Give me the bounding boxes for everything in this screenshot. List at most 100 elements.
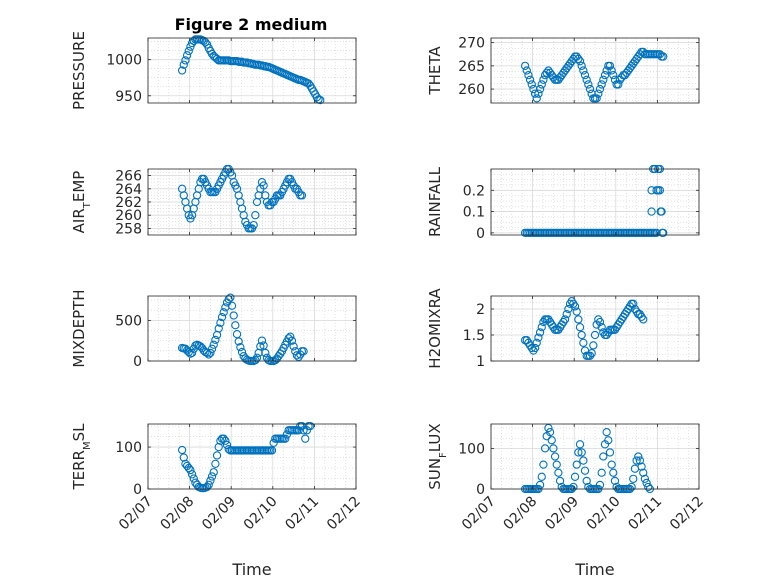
data-point bbox=[287, 336, 297, 345]
data-point bbox=[577, 61, 586, 71]
y-tick-label: 266 bbox=[115, 169, 142, 185]
data-point bbox=[251, 211, 260, 220]
data-point bbox=[560, 315, 570, 324]
data-point bbox=[259, 181, 268, 190]
data-point bbox=[292, 351, 302, 360]
data-point bbox=[555, 476, 565, 486]
data-point bbox=[177, 66, 187, 75]
data-point bbox=[637, 462, 646, 471]
data-point bbox=[297, 191, 307, 200]
data-point bbox=[289, 342, 298, 351]
y-axis-label: MIXDEPTH bbox=[70, 289, 88, 367]
data-point bbox=[544, 423, 553, 433]
data-point bbox=[187, 470, 197, 479]
y-tick-label: 1 bbox=[476, 354, 485, 370]
data-point bbox=[212, 451, 222, 460]
data-point bbox=[267, 446, 277, 455]
y-tick-label: 262 bbox=[115, 195, 142, 211]
data-point bbox=[539, 460, 548, 469]
data-point bbox=[587, 349, 596, 358]
data-point bbox=[204, 480, 213, 489]
data-point bbox=[534, 89, 543, 98]
y-tick-label: 0 bbox=[476, 226, 485, 242]
y-tick-label: 100 bbox=[115, 440, 142, 456]
data-point bbox=[540, 444, 550, 453]
data-point bbox=[627, 482, 636, 492]
data-point bbox=[639, 315, 648, 324]
data-point bbox=[257, 336, 267, 345]
data-point bbox=[609, 70, 618, 80]
data-point bbox=[182, 51, 192, 60]
y-axis-label: H2OMIXRA bbox=[426, 288, 444, 369]
data-point bbox=[580, 70, 590, 80]
data-point bbox=[590, 330, 600, 340]
data-point bbox=[189, 474, 198, 483]
y-tick-label: 1000 bbox=[106, 53, 142, 69]
y-label-main: MIXDEPTH bbox=[70, 289, 88, 367]
data-point bbox=[306, 421, 315, 431]
data-point bbox=[574, 448, 583, 457]
y-tick-label: 264 bbox=[115, 182, 142, 198]
y-label-main: AIR bbox=[70, 208, 88, 233]
data-point bbox=[607, 66, 616, 75]
data-point bbox=[639, 468, 648, 477]
y-label-tail: SL bbox=[70, 423, 88, 442]
data-point bbox=[520, 61, 530, 71]
data-point bbox=[599, 75, 608, 84]
data-point bbox=[530, 89, 540, 98]
axes-frame bbox=[490, 168, 700, 236]
y-tick-label: 0.2 bbox=[463, 183, 485, 199]
data-point bbox=[316, 95, 325, 105]
data-point bbox=[635, 456, 645, 465]
data-point bbox=[584, 80, 593, 89]
subplot-4: 0 0.1 0.2 RAINFALL bbox=[426, 164, 700, 242]
data-point bbox=[659, 52, 668, 61]
data-point bbox=[184, 46, 193, 56]
subplot-1: 950 1000 PRESSURE bbox=[70, 31, 357, 110]
x-tick-label: 02/07 bbox=[116, 494, 156, 534]
data-point bbox=[577, 448, 586, 457]
data-point bbox=[597, 468, 606, 477]
data-point bbox=[532, 338, 541, 347]
data-point bbox=[537, 80, 546, 89]
data-point bbox=[217, 312, 227, 322]
axes-frame bbox=[490, 423, 700, 490]
data-point bbox=[527, 80, 536, 89]
data-point bbox=[535, 84, 545, 94]
y-label-subscript: F bbox=[438, 452, 449, 458]
y-label-main: H2OMIXRA bbox=[426, 288, 444, 369]
data-point bbox=[634, 452, 643, 461]
data-point bbox=[550, 452, 560, 461]
data-point bbox=[234, 337, 243, 346]
y-tick-label: 0.1 bbox=[463, 205, 485, 221]
data-point bbox=[532, 94, 541, 103]
data-point bbox=[299, 426, 308, 435]
data-point bbox=[219, 308, 228, 317]
data-point bbox=[535, 328, 545, 337]
y-label-subscript: T bbox=[82, 201, 93, 209]
data-point bbox=[629, 474, 638, 483]
y-axis-label: SUNFLUX bbox=[426, 423, 449, 489]
y-tick-label: 270 bbox=[458, 36, 485, 52]
data-point bbox=[211, 459, 220, 468]
data-point bbox=[522, 66, 531, 75]
data-point bbox=[547, 436, 556, 445]
data-point bbox=[181, 56, 190, 65]
x-tick-label: 02/09 bbox=[199, 494, 239, 534]
data-point bbox=[301, 434, 310, 443]
x-tick-label: 02/08 bbox=[158, 494, 198, 534]
data-point bbox=[286, 332, 295, 341]
axes-frame bbox=[490, 295, 700, 362]
data-point bbox=[214, 324, 223, 333]
y-axis-label: TERRMSL bbox=[70, 423, 93, 491]
data-point bbox=[534, 333, 543, 342]
data-point bbox=[579, 456, 588, 465]
data-point bbox=[214, 442, 223, 452]
data-point bbox=[206, 476, 215, 485]
data-point bbox=[570, 472, 580, 481]
x-tick-label: 02/12 bbox=[667, 494, 707, 534]
data-point bbox=[575, 57, 585, 66]
data-point bbox=[572, 460, 581, 469]
data-point bbox=[582, 476, 591, 486]
y-tick-label: 950 bbox=[115, 89, 142, 105]
